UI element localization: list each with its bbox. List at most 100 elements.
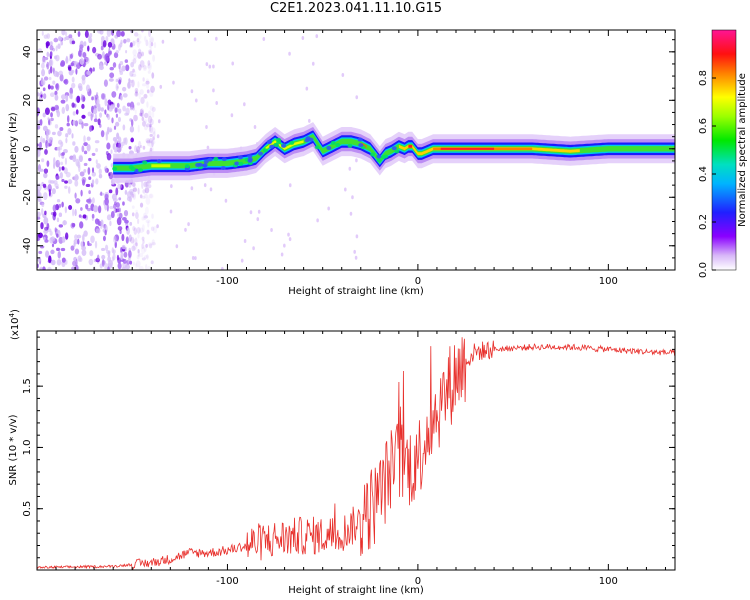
noise-speck — [121, 244, 126, 250]
y-tick-label: 0.5 — [22, 501, 33, 517]
noise-speck — [354, 255, 358, 260]
noise-speck — [101, 258, 105, 267]
noise-speck — [104, 98, 108, 107]
noise-speck — [77, 31, 81, 37]
noise-speck — [287, 232, 290, 237]
noise-speck — [67, 186, 71, 194]
colorbar-scale — [711, 29, 737, 271]
noise-speck — [137, 51, 142, 59]
noise-speck — [143, 215, 149, 219]
noise-speck — [51, 188, 56, 195]
noise-speck — [129, 188, 134, 195]
noise-speck — [54, 94, 59, 101]
noise-speck — [212, 64, 215, 69]
noise-speck — [42, 137, 46, 144]
noise-speck — [83, 168, 87, 173]
noise-speck — [148, 40, 152, 49]
noise-speck — [67, 66, 72, 71]
noise-speck — [85, 183, 91, 188]
noise-speck — [115, 147, 119, 151]
ridge-blob — [130, 167, 136, 172]
ridge-blob — [221, 157, 227, 162]
noise-speck — [140, 246, 146, 254]
noise-speck — [137, 140, 142, 149]
noise-speck — [58, 212, 63, 218]
noise-speck — [65, 137, 68, 144]
noise-speck — [116, 132, 120, 140]
noise-speck — [56, 110, 61, 118]
noise-speck — [61, 201, 64, 208]
noise-speck — [66, 115, 70, 123]
noise-speck — [80, 207, 83, 211]
noise-speck — [115, 121, 120, 127]
noise-speck — [143, 112, 149, 119]
ridge-blob — [370, 152, 376, 157]
ridge-blob — [156, 159, 162, 164]
noise-speck — [81, 249, 87, 256]
noise-speck — [100, 35, 105, 42]
noise-speck — [184, 227, 187, 232]
noise-speck — [144, 35, 147, 42]
noise-speck — [91, 167, 95, 173]
noise-speck — [143, 181, 148, 188]
snr-frame — [36, 330, 676, 571]
noise-speck — [129, 70, 134, 77]
noise-speck — [280, 252, 284, 257]
noise-speck — [151, 110, 155, 118]
noise-speck — [83, 122, 89, 127]
noise-speck — [81, 145, 85, 153]
noise-speck — [123, 209, 129, 217]
noise-speck — [147, 265, 151, 270]
noise-speck — [101, 254, 106, 260]
noise-speck — [120, 251, 124, 259]
noise-speck — [115, 113, 119, 118]
noise-speck — [49, 65, 53, 74]
noise-speck — [355, 234, 359, 239]
noise-speck — [56, 259, 62, 266]
noise-speck — [136, 145, 141, 154]
noise-speck — [151, 127, 156, 135]
noise-speck — [43, 93, 47, 100]
noise-speck — [120, 39, 123, 45]
spectrogram-frame — [36, 29, 676, 271]
noise-speck — [83, 230, 88, 237]
noise-speck — [117, 217, 121, 224]
noise-speck — [87, 111, 92, 117]
noise-speck — [61, 151, 65, 156]
noise-speck — [190, 89, 194, 94]
noise-speck — [96, 254, 100, 261]
noise-speck — [70, 245, 75, 251]
noise-speck — [113, 125, 117, 130]
noise-speck — [221, 266, 224, 270]
noise-speck — [37, 107, 41, 115]
noise-speck — [308, 118, 311, 123]
noise-speck — [87, 45, 90, 52]
noise-speck — [122, 258, 127, 264]
noise-speck — [91, 179, 95, 185]
noise-speck — [126, 102, 131, 107]
noise-speck — [113, 235, 117, 244]
snr-xlabel: Height of straight line (km) — [288, 585, 424, 596]
noise-speck — [37, 125, 41, 130]
noise-speck — [114, 201, 117, 206]
noise-speck — [57, 159, 60, 164]
noise-speck — [96, 98, 100, 106]
ridge-blob — [266, 139, 272, 144]
ridge-blob — [203, 159, 209, 164]
noise-speck — [100, 130, 105, 138]
noise-speck — [61, 236, 66, 243]
noise-speck — [54, 90, 58, 96]
noise-speck — [117, 116, 121, 123]
noise-speck — [131, 205, 135, 209]
spectrogram-ticks: -100 0 100 -40 -20 0 20 40 — [22, 30, 675, 287]
noise-speck — [70, 62, 75, 67]
noise-speck — [46, 160, 50, 167]
noise-speck — [145, 263, 148, 270]
noise-speck — [53, 37, 59, 43]
noise-speck — [191, 256, 195, 261]
noise-speck — [129, 260, 133, 265]
noise-speck — [231, 61, 235, 66]
noise-speck — [132, 54, 138, 60]
noise-speck — [128, 234, 132, 242]
noise-speck — [58, 70, 64, 76]
